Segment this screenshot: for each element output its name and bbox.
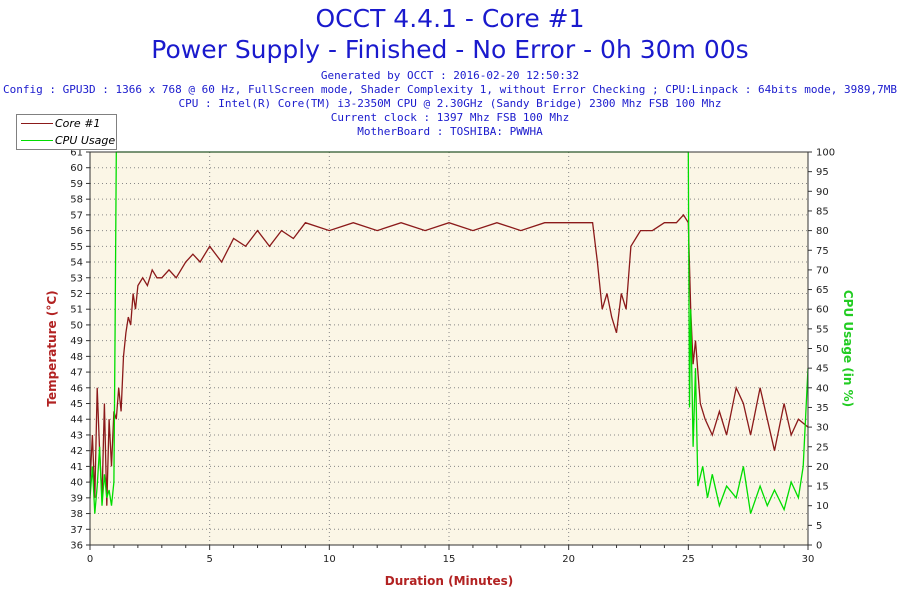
- x-axis: 0 5 10 15 20 25 30: [87, 545, 815, 565]
- y2-tick-label: 70: [816, 265, 829, 276]
- y-tick-label: 42: [70, 446, 83, 457]
- chart-title: OCCT 4.4.1 - Core #1: [315, 4, 585, 33]
- y2-axis-title: CPU Usage (in %): [841, 290, 855, 407]
- legend-item-cpu-usage: CPU Usage: [17, 132, 116, 149]
- y2-tick-label: 85: [816, 206, 829, 217]
- legend-swatch-core1: [21, 123, 53, 124]
- y-tick-label: 58: [70, 195, 83, 206]
- y2-tick-label: 60: [816, 305, 829, 316]
- y-tick-label: 37: [70, 525, 83, 536]
- y-tick-label: 50: [70, 320, 83, 331]
- x-tick-label: 25: [682, 554, 695, 565]
- x-axis-title: Duration (Minutes): [385, 574, 513, 588]
- y2-tick-label: 65: [816, 285, 829, 296]
- y2-tick-label: 10: [816, 501, 829, 512]
- y2-tick-label: 100: [816, 148, 835, 159]
- legend-swatch-cpu-usage: [21, 140, 53, 141]
- y-tick-label: 44: [70, 415, 83, 426]
- legend-item-core1: Core #1: [17, 115, 116, 132]
- y2-tick-label: 45: [816, 364, 829, 375]
- generated-line: Generated by OCCT : 2016-02-20 12:50:32: [320, 69, 580, 82]
- y-tick-label: 46: [70, 383, 83, 394]
- y-tick-label: 51: [70, 305, 83, 316]
- y-tick-label: 52: [70, 289, 83, 300]
- y2-tick-label: 25: [816, 442, 829, 453]
- motherboard-line: MotherBoard : TOSHIBA: PWWHA: [357, 125, 543, 138]
- y-tick-label: 54: [70, 258, 83, 269]
- series-line-core-1: [89, 213, 809, 506]
- y-tick-label: 38: [70, 509, 83, 520]
- x-tick-label: 15: [443, 554, 456, 565]
- y2-tick-label: 55: [816, 324, 829, 335]
- y-tick-label: 49: [70, 336, 83, 347]
- chart-subtitle: Power Supply - Finished - No Error - 0h …: [151, 35, 749, 64]
- x-tick-label: 5: [206, 554, 212, 565]
- y-tick-label: 48: [70, 352, 83, 363]
- y-axis-left: 36 37 38 39 40 41 42 43 44 45 46 47 48 49 50 51 52 53 54 55…: [70, 148, 90, 552]
- y2-tick-label: 35: [816, 403, 829, 414]
- y-tick-label: 53: [70, 273, 83, 284]
- legend-label-cpu-usage: CPU Usage: [55, 134, 116, 147]
- grid-lines: [90, 152, 808, 545]
- y-tick-label: 60: [70, 163, 83, 174]
- y-tick-label: 40: [70, 478, 83, 489]
- x-tick-label: 30: [802, 554, 815, 565]
- y-tick-label: 43: [70, 430, 83, 441]
- legend-label-core1: Core #1: [55, 117, 101, 130]
- y2-tick-label: 15: [816, 482, 829, 493]
- y2-tick-label: 5: [816, 521, 822, 532]
- y2-tick-label: 90: [816, 187, 829, 198]
- y-axis-title: Temperature (°C): [45, 290, 59, 406]
- y2-tick-label: 50: [816, 344, 829, 355]
- cpu-line: CPU : Intel(R) Core(TM) i3-2350M CPU @ 2…: [178, 97, 722, 110]
- y-axis-right: 0 5 10 15 20 25 30 35 40 45 50 55 60 65 70 75 80 85 90 95 10…: [808, 148, 835, 552]
- x-tick-label: 10: [323, 554, 336, 565]
- y2-tick-label: 80: [816, 226, 829, 237]
- x-tick-label: 0: [87, 554, 93, 565]
- y2-tick-label: 0: [816, 541, 822, 552]
- y-tick-label: 36: [70, 541, 83, 552]
- y-tick-label: 47: [70, 368, 83, 379]
- series-layer: [89, 151, 809, 514]
- y2-tick-label: 30: [816, 423, 829, 434]
- legend: Core #1 CPU Usage: [16, 114, 117, 150]
- y2-tick-label: 20: [816, 462, 829, 473]
- y-tick-label: 59: [70, 179, 83, 190]
- series-line-cpu-usage: [89, 151, 809, 514]
- y2-tick-label: 95: [816, 167, 829, 178]
- clock-line: Current clock : 1397 Mhz FSB 100 Mhz: [330, 111, 570, 124]
- y-tick-label: 41: [70, 462, 83, 473]
- x-tick-label: 20: [562, 554, 575, 565]
- y-tick-label: 55: [70, 242, 83, 253]
- y2-tick-label: 75: [816, 246, 829, 257]
- y-tick-label: 39: [70, 493, 83, 504]
- y-tick-label: 57: [70, 210, 83, 221]
- y-tick-label: 56: [70, 226, 83, 237]
- config-line: Config : GPU3D : 1366 x 768 @ 60 Hz, Ful…: [2, 83, 898, 96]
- y-tick-label: 45: [70, 399, 83, 410]
- y2-tick-label: 40: [816, 383, 829, 394]
- y-tick-label: 61: [70, 148, 83, 159]
